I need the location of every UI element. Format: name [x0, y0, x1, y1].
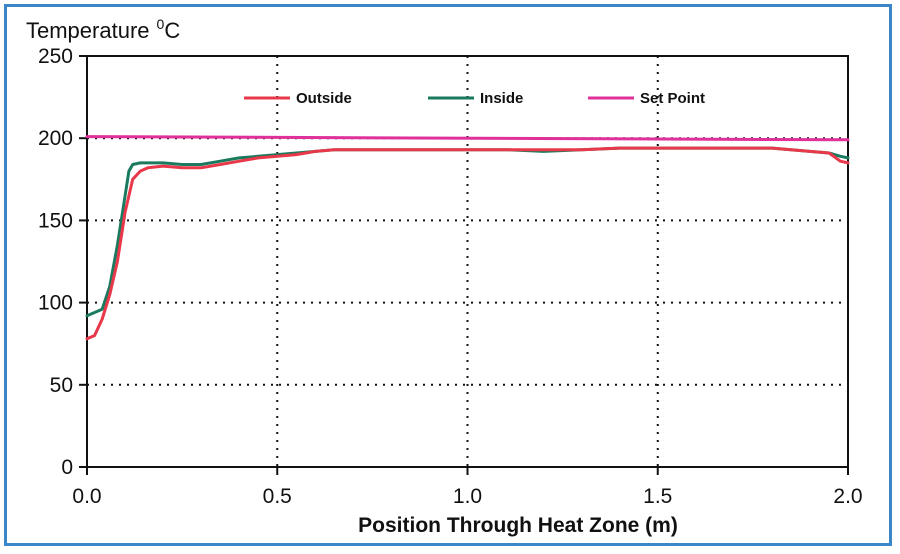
x-tick-label: 1.0 — [453, 485, 482, 508]
x-axis-title: Position Through Heat Zone (m) — [358, 514, 678, 537]
axis-ticks: 0 50 100 150 200 250 0.0 0.5 1.0 1.5 2.0 — [38, 45, 863, 508]
y-tick-label: 50 — [50, 374, 73, 397]
x-tick-label: 2.0 — [833, 485, 862, 508]
x-tick-label: 0.0 — [72, 485, 101, 508]
y-tick-label: 100 — [38, 292, 73, 315]
y-tick-label: 250 — [38, 45, 73, 68]
y-axis-title: Temperature 0C — [26, 16, 180, 43]
plot-area — [86, 55, 849, 468]
legend-label: Inside — [480, 90, 523, 107]
legend: Outside Inside Set Point — [244, 90, 705, 107]
legend-label: Set Point — [640, 90, 705, 107]
y-tick-label: 0 — [61, 456, 73, 479]
series-lines — [85, 135, 850, 341]
y-tick-label: 200 — [38, 127, 73, 150]
legend-label: Outside — [296, 90, 352, 107]
chart-frame — [4, 4, 892, 546]
series-line-inside — [85, 146, 850, 318]
x-tick-label: 1.5 — [643, 485, 672, 508]
series-line-outside — [85, 146, 850, 341]
series-line-set-point — [85, 135, 850, 142]
grid-lines — [87, 56, 848, 467]
x-tick-label: 0.5 — [263, 485, 292, 508]
y-tick-label: 150 — [38, 209, 73, 232]
